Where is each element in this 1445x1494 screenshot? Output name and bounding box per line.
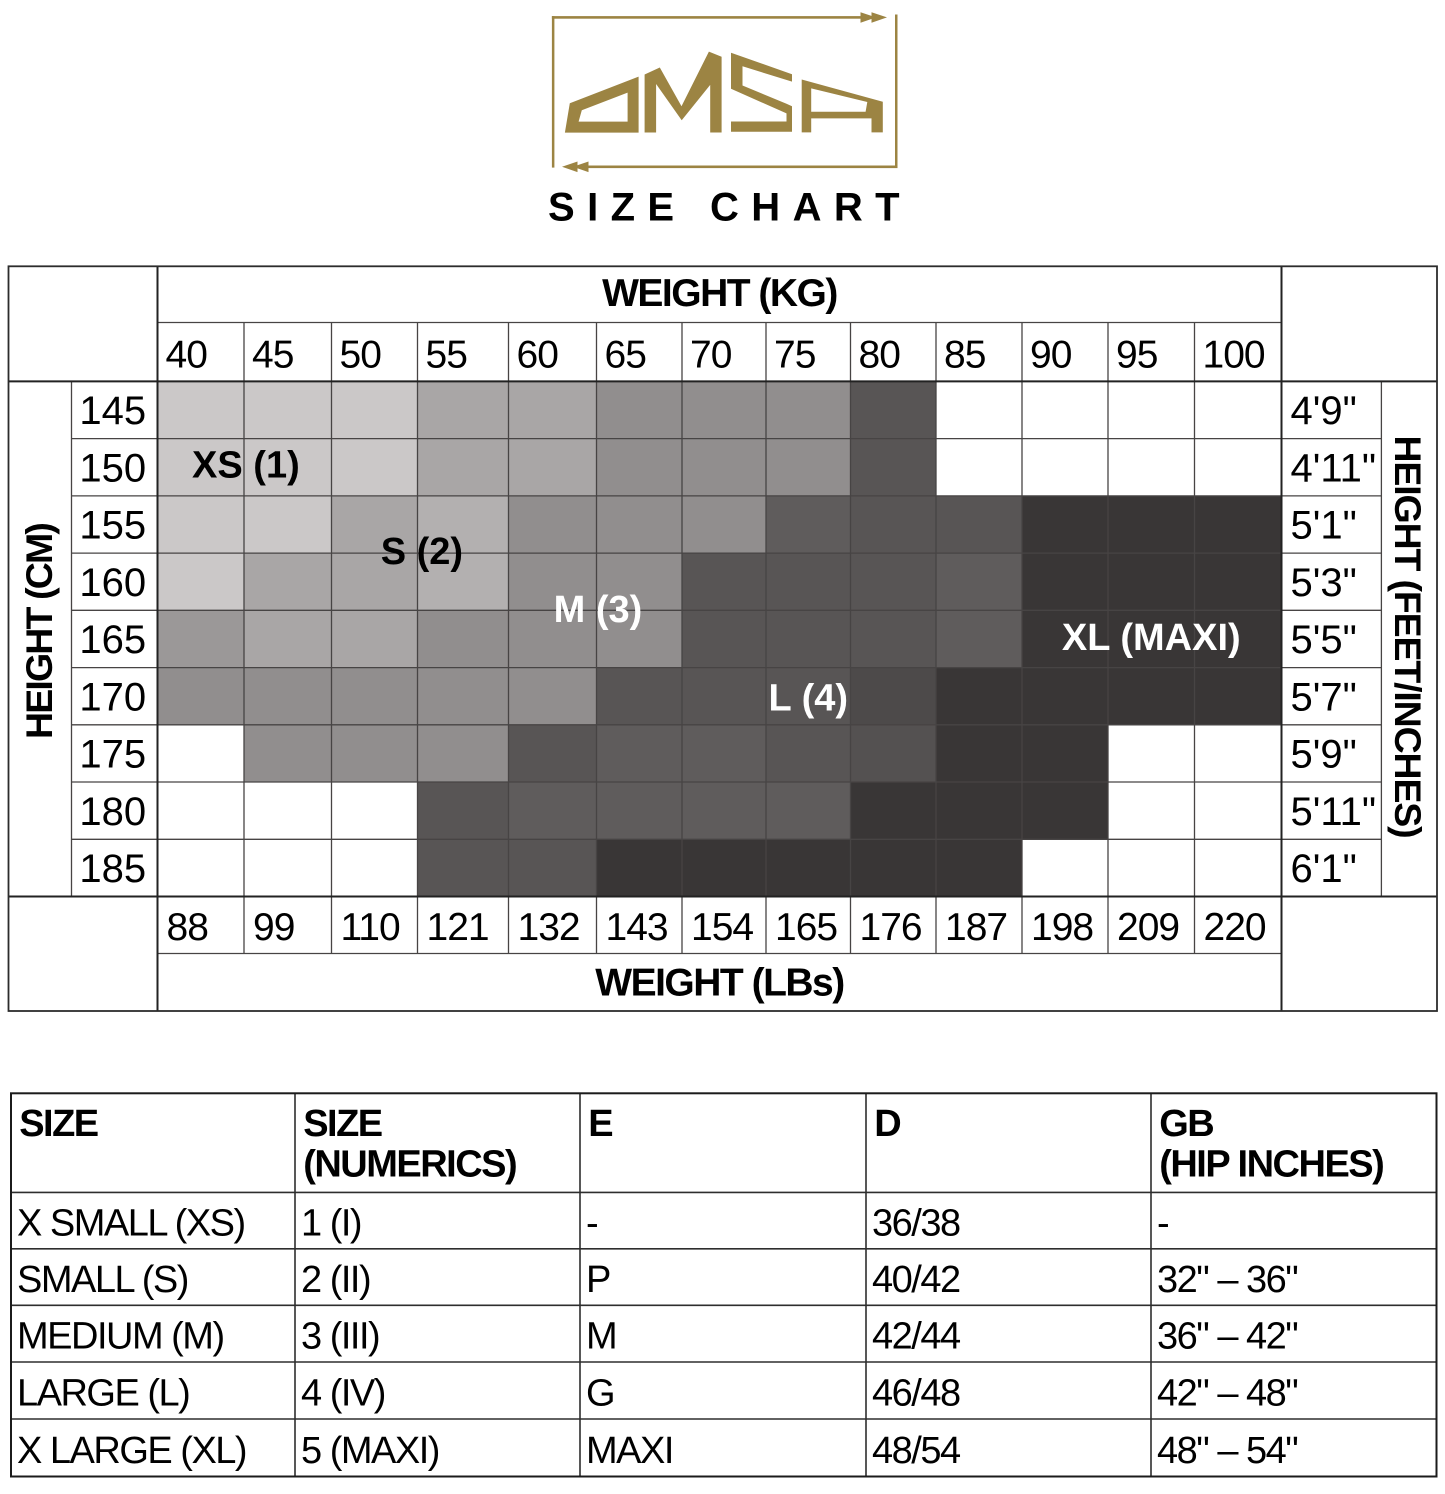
svg-text:176: 176 [860,906,922,949]
svg-text:121: 121 [427,906,489,949]
svg-text:65: 65 [605,334,647,377]
svg-text:90: 90 [1030,334,1072,377]
svg-text:3 (III): 3 (III) [301,1316,379,1358]
svg-text:2 (II): 2 (II) [301,1259,370,1301]
svg-text:155: 155 [79,504,146,548]
svg-text:4 (IV): 4 (IV) [301,1373,385,1415]
svg-text:143: 143 [606,906,668,949]
svg-text:X SMALL (XS): X SMALL (XS) [17,1203,245,1245]
svg-text:M (3): M (3) [554,589,643,631]
svg-text:-: - [586,1203,597,1245]
svg-text:5'1": 5'1" [1291,504,1357,548]
svg-text:XL (MAXI): XL (MAXI) [1062,617,1241,659]
svg-text:48" – 54": 48" – 54" [1157,1430,1297,1472]
svg-text:50: 50 [340,334,382,377]
svg-text:55: 55 [426,334,468,377]
svg-text:42" – 48": 42" – 48" [1157,1373,1297,1415]
svg-text:185: 185 [79,847,146,891]
svg-text:99: 99 [253,906,294,949]
svg-text:42/44: 42/44 [872,1316,961,1358]
svg-text:S (2): S (2) [381,531,463,573]
svg-text:5'5": 5'5" [1291,618,1357,662]
svg-text:5'3": 5'3" [1291,561,1357,605]
svg-text:165: 165 [79,618,146,662]
svg-text:HEIGHT (CM): HEIGHT (CM) [18,524,60,739]
svg-text:48/54: 48/54 [872,1430,961,1472]
svg-text:187: 187 [945,906,1007,949]
svg-text:6'1": 6'1" [1291,847,1357,891]
svg-text:80: 80 [859,334,901,377]
svg-text:60: 60 [517,334,559,377]
svg-text:198: 198 [1031,906,1093,949]
svg-text:145: 145 [79,389,146,433]
svg-text:LARGE (L): LARGE (L) [17,1373,189,1415]
svg-text:32" – 36": 32" – 36" [1157,1259,1297,1301]
svg-text:88: 88 [167,906,208,949]
svg-text:(NUMERICS): (NUMERICS) [303,1144,516,1186]
svg-text:100: 100 [1203,334,1265,377]
svg-text:170: 170 [79,675,146,719]
svg-text:150: 150 [79,446,146,490]
svg-text:X LARGE (XL): X LARGE (XL) [17,1430,246,1472]
svg-text:70: 70 [690,334,732,377]
svg-text:G: G [586,1373,614,1415]
svg-text:209: 209 [1117,906,1179,949]
svg-text:SIZE: SIZE [303,1103,382,1145]
svg-text:M: M [586,1316,616,1358]
svg-text:40/42: 40/42 [872,1259,960,1301]
svg-text:5'11": 5'11" [1291,790,1377,834]
svg-text:P: P [586,1259,610,1301]
svg-text:85: 85 [944,334,986,377]
svg-text:WEIGHT (KG): WEIGHT (KG) [602,272,837,315]
svg-text:132: 132 [518,906,580,949]
svg-text:SIZE: SIZE [19,1103,98,1145]
svg-text:110: 110 [341,906,400,949]
svg-text:75: 75 [774,334,816,377]
svg-text:46/48: 46/48 [872,1373,960,1415]
svg-text:MEDIUM (M): MEDIUM (M) [17,1316,224,1358]
svg-text:E: E [588,1103,612,1145]
svg-text:154: 154 [691,906,753,949]
svg-text:GB: GB [1159,1103,1213,1145]
svg-text:5'7": 5'7" [1291,675,1357,719]
svg-text:4'11": 4'11" [1291,446,1377,490]
svg-text:XS (1): XS (1) [192,445,300,487]
svg-text:175: 175 [79,733,146,777]
svg-text:4'9": 4'9" [1291,389,1357,433]
svg-text:1 (I): 1 (I) [301,1203,361,1245]
svg-text:L (4): L (4) [769,677,849,719]
svg-text:40: 40 [166,334,208,377]
svg-text:SIZE CHART: SIZE CHART [548,186,912,230]
svg-text:5'9": 5'9" [1291,733,1357,777]
svg-text:(HIP INCHES): (HIP INCHES) [1159,1144,1383,1186]
svg-text:WEIGHT (LBs): WEIGHT (LBs) [595,962,844,1005]
svg-text:-: - [1157,1203,1168,1245]
svg-text:165: 165 [775,906,837,949]
svg-text:SMALL (S): SMALL (S) [17,1259,188,1301]
svg-text:36/38: 36/38 [872,1203,960,1245]
svg-text:180: 180 [79,790,146,834]
svg-text:95: 95 [1116,334,1158,377]
svg-text:D: D [874,1103,900,1145]
svg-text:36" – 42": 36" – 42" [1157,1316,1297,1358]
svg-text:HEIGHT (FEET/INCHES): HEIGHT (FEET/INCHES) [1387,435,1429,837]
svg-text:220: 220 [1204,906,1266,949]
svg-text:160: 160 [79,561,146,605]
svg-text:45: 45 [252,334,294,377]
svg-text:MAXI: MAXI [586,1430,673,1472]
svg-text:5 (MAXI): 5 (MAXI) [301,1430,439,1472]
